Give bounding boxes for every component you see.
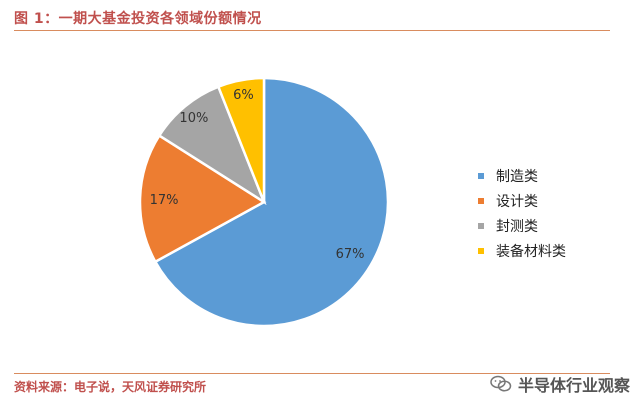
pie-data-label: 10% <box>179 111 208 126</box>
pie-data-label: 6% <box>233 88 254 103</box>
pie-slice <box>157 85 267 206</box>
pie-data-label: 17% <box>150 193 179 208</box>
legend-item: 封测类 <box>478 213 566 238</box>
source-divider <box>14 373 610 374</box>
legend-label: 设计类 <box>496 193 538 210</box>
pie-slice <box>216 76 266 203</box>
chart-legend: 制造类设计类封测类装备材料类 <box>478 163 566 263</box>
legend-label: 制造类 <box>496 168 538 185</box>
source-note: 资料来源：电子说，天风证券研究所 <box>14 380 207 394</box>
title-divider <box>14 30 610 31</box>
legend-label: 装备材料类 <box>496 243 566 260</box>
legend-swatch <box>478 247 484 254</box>
watermark-text: 半导体行业观察 <box>517 376 630 395</box>
legend-item: 制造类 <box>478 163 566 188</box>
pie-data-labels: 67% 17% 10% 6% <box>150 88 365 262</box>
legend-label: 封测类 <box>496 218 538 235</box>
pie-slices <box>138 76 390 328</box>
legend-swatch <box>478 172 484 179</box>
pie-slice <box>153 76 390 328</box>
wechat-icon <box>490 375 512 392</box>
figure-title: 图 1：一期大基金投资各领域份额情况 <box>14 11 262 27</box>
legend-swatch <box>478 197 484 204</box>
pie-data-label: 67% <box>336 247 365 262</box>
pie-slice <box>138 133 267 264</box>
watermark: 半导体行业观察 <box>490 372 630 396</box>
legend-item: 装备材料类 <box>478 238 566 263</box>
legend-swatch <box>478 222 484 229</box>
legend-item: 设计类 <box>478 188 566 213</box>
